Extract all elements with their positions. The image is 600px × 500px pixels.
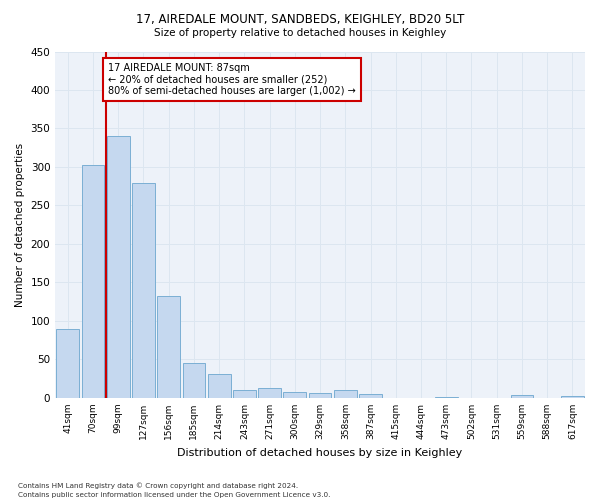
Bar [561,396,584,398]
Bar [233,390,256,398]
Bar [511,395,533,398]
Bar [359,394,382,398]
X-axis label: Distribution of detached houses by size in Keighley: Distribution of detached houses by size … [178,448,463,458]
Bar [435,397,458,398]
Text: 17 AIREDALE MOUNT: 87sqm
← 20% of detached houses are smaller (252)
80% of semi-: 17 AIREDALE MOUNT: 87sqm ← 20% of detach… [108,63,356,96]
Bar [82,164,104,398]
Bar [309,394,331,398]
Bar [132,183,155,398]
Bar [157,296,180,398]
Bar [107,136,130,398]
Text: Contains public sector information licensed under the Open Government Licence v3: Contains public sector information licen… [18,492,331,498]
Bar [283,392,306,398]
Text: Size of property relative to detached houses in Keighley: Size of property relative to detached ho… [154,28,446,38]
Bar [208,374,230,398]
Text: Contains HM Land Registry data © Crown copyright and database right 2024.: Contains HM Land Registry data © Crown c… [18,482,298,489]
Bar [258,388,281,398]
Bar [56,328,79,398]
Bar [334,390,356,398]
Text: 17, AIREDALE MOUNT, SANDBEDS, KEIGHLEY, BD20 5LT: 17, AIREDALE MOUNT, SANDBEDS, KEIGHLEY, … [136,12,464,26]
Y-axis label: Number of detached properties: Number of detached properties [15,142,25,307]
Bar [182,362,205,398]
